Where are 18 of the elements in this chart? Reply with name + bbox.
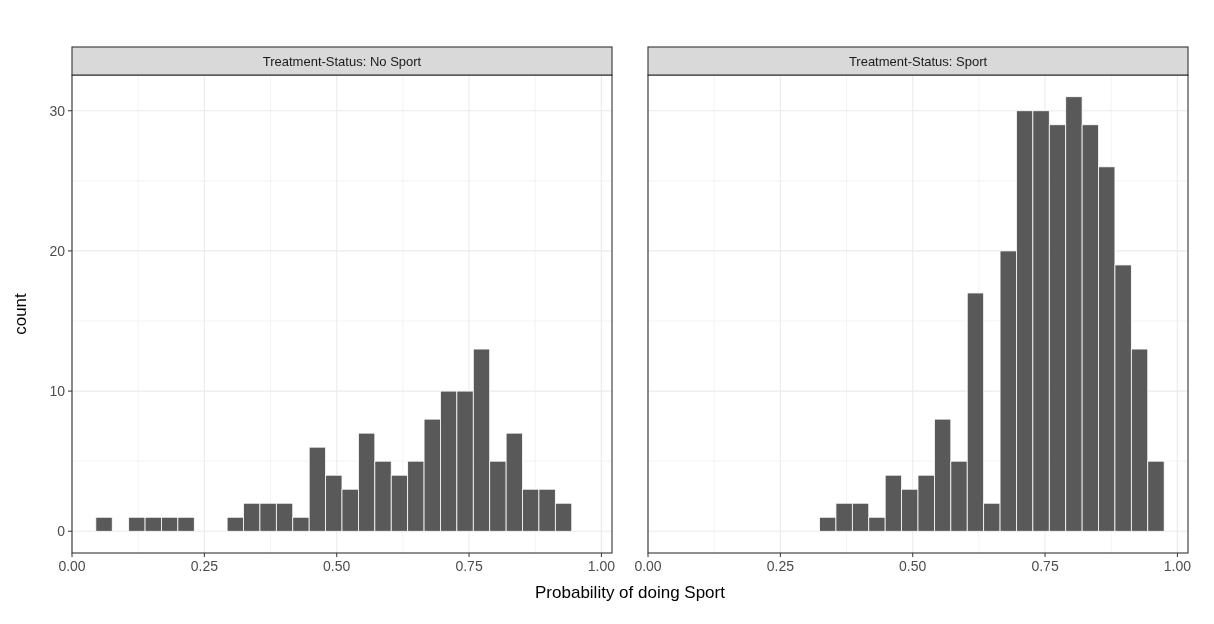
x-tick-label: 0.25 bbox=[190, 558, 219, 574]
chart-title: Treatment-Status: Sport bbox=[848, 54, 988, 69]
x-tick-label: 1.00 bbox=[587, 558, 616, 574]
y-axis-title: count bbox=[11, 292, 30, 335]
x-tick-label: 0.00 bbox=[58, 558, 86, 574]
y-tick-label: 20 bbox=[49, 242, 66, 259]
x-tick-label: 0.75 bbox=[455, 558, 483, 574]
y-tick-label: 0 bbox=[57, 523, 66, 540]
x-tick-label: 1.00 bbox=[1163, 558, 1192, 574]
x-tick-label: 0.50 bbox=[899, 558, 927, 574]
y-tick-label: 10 bbox=[49, 383, 66, 400]
x-tick-label: 0.50 bbox=[323, 558, 351, 574]
x-tick-label: 0.75 bbox=[1031, 558, 1059, 574]
y-tick-label: 30 bbox=[49, 102, 66, 119]
x-axis-title: Probability of doing Sport bbox=[535, 583, 726, 602]
chart-title: Treatment-Status: No Sport bbox=[262, 54, 422, 69]
x-tick-label: 0.25 bbox=[766, 558, 795, 574]
x-tick-label: 0.00 bbox=[634, 558, 662, 574]
